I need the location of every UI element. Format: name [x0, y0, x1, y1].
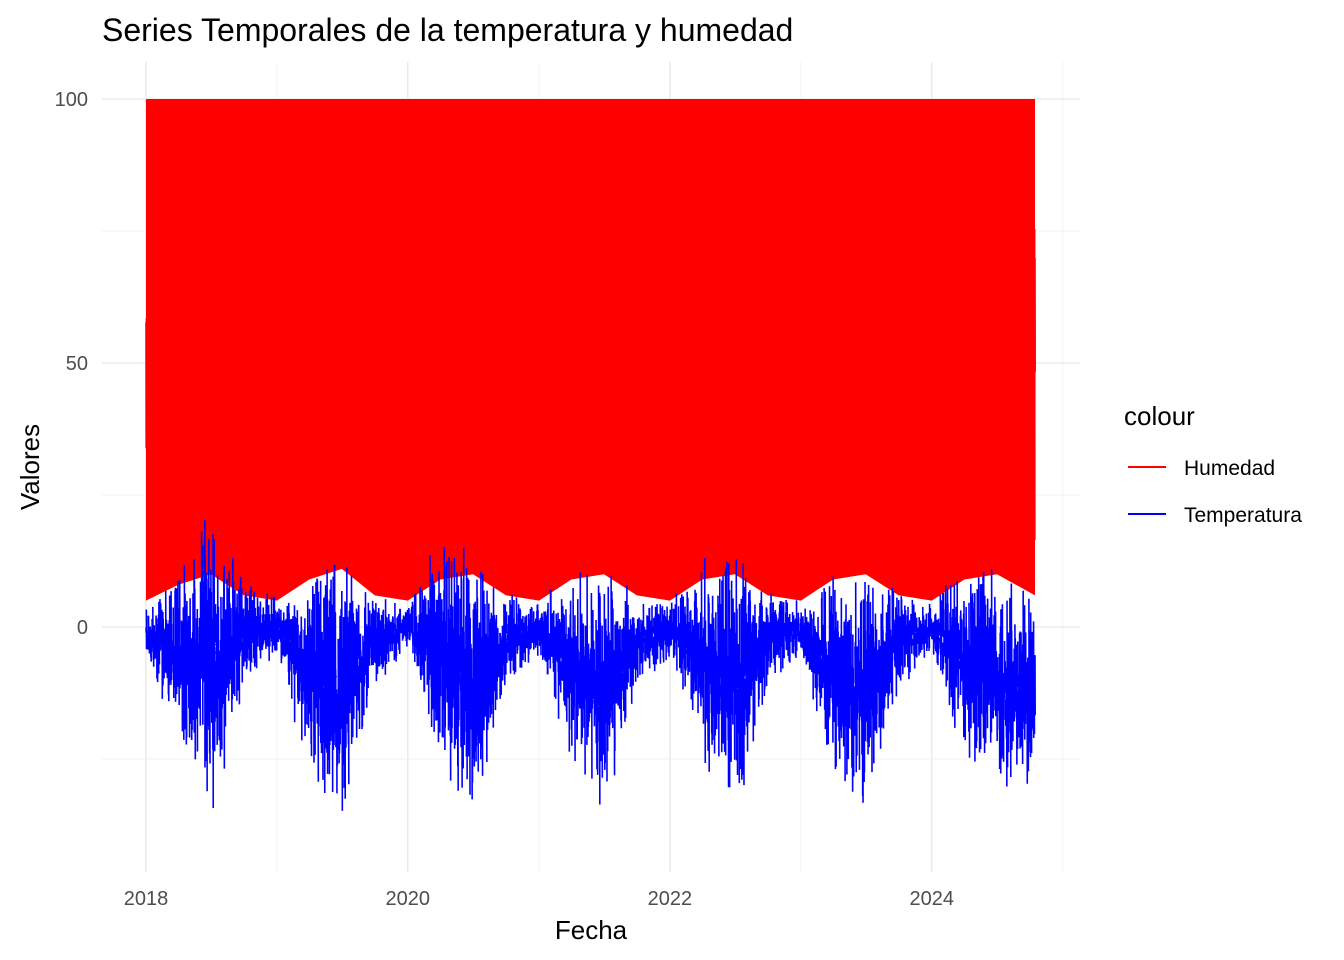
legend-label-humedad: Humedad [1184, 457, 1275, 480]
series-line-humedad [145, 102, 1036, 588]
x-tick-label: 2018 [124, 888, 169, 910]
y-tick-label: 50 [66, 353, 88, 375]
chart-title: Series Temporales de la temperatura y hu… [102, 12, 793, 48]
legend-title: colour [1124, 401, 1195, 431]
series-humedad [145, 99, 1036, 601]
x-axis-ticks: 2018 2020 2022 2024 [124, 888, 954, 910]
x-axis-label: Fecha [555, 915, 628, 945]
y-tick-label: 0 [77, 617, 88, 639]
legend-label-temperatura: Temperatura [1184, 504, 1302, 527]
y-axis-ticks: 0 50 100 [55, 89, 88, 639]
series-temperatura [145, 519, 1036, 811]
x-tick-label: 2022 [648, 888, 693, 910]
y-tick-label: 100 [55, 89, 88, 111]
y-axis-label: Valores [15, 424, 45, 510]
series-line-temperatura [145, 519, 1036, 811]
legend: colour Humedad Temperatura [1124, 401, 1302, 527]
series-layer [145, 99, 1036, 811]
x-tick-label: 2020 [386, 888, 431, 910]
x-tick-label: 2024 [909, 888, 954, 910]
